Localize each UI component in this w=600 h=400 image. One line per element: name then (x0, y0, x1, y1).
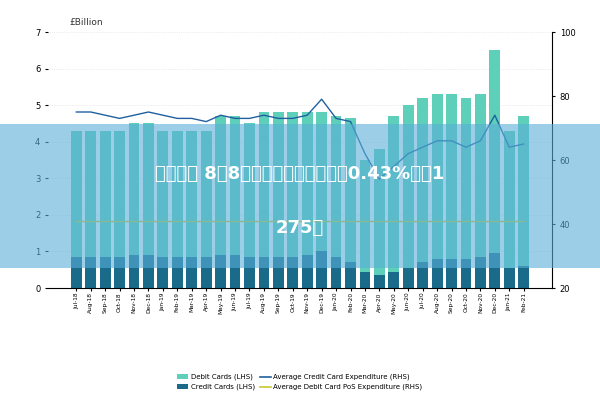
Bar (244, 124, 255, 257)
Bar (504, 268, 515, 288)
Bar (172, 131, 183, 257)
Bar (331, 257, 341, 288)
Bar (403, 105, 413, 268)
Bar (230, 255, 241, 288)
Bar (273, 112, 284, 257)
Bar (316, 112, 327, 252)
Bar (187, 257, 197, 288)
Bar (287, 112, 298, 257)
Bar (331, 116, 341, 257)
Bar (518, 116, 529, 266)
Bar (388, 272, 399, 288)
Bar (345, 262, 356, 288)
Bar (100, 257, 110, 288)
Bar (201, 131, 212, 257)
Bar (201, 257, 212, 288)
Bar (461, 259, 472, 288)
Bar (244, 257, 255, 288)
Bar (431, 259, 443, 288)
Bar (143, 255, 154, 288)
Bar (475, 257, 486, 288)
Bar (71, 257, 82, 288)
Bar (187, 131, 197, 257)
Bar (359, 272, 370, 288)
Bar (259, 257, 269, 288)
Bar (273, 257, 284, 288)
Bar (230, 116, 241, 255)
Bar (128, 124, 139, 255)
Bar (446, 259, 457, 288)
Bar (417, 98, 428, 262)
Text: 275元: 275元 (276, 219, 324, 237)
Bar (114, 131, 125, 257)
Bar (490, 253, 500, 288)
Bar (215, 255, 226, 288)
Bar (374, 149, 385, 275)
Bar (475, 94, 486, 257)
Bar (157, 257, 169, 288)
Bar (71, 131, 82, 257)
Bar (114, 257, 125, 288)
Bar (431, 94, 443, 259)
Bar (143, 124, 154, 255)
Text: £Billion: £Billion (69, 18, 103, 26)
Bar (128, 255, 139, 288)
Bar (446, 94, 457, 259)
Bar (287, 257, 298, 288)
Bar (302, 112, 313, 255)
Bar (504, 131, 515, 268)
Legend: Debit Cards (LHS), Credit Cards (LHS), Average Credit Card Expenditure (RHS), Av: Debit Cards (LHS), Credit Cards (LHS), A… (175, 372, 425, 392)
Bar (259, 112, 269, 257)
Bar (388, 116, 399, 272)
Bar (345, 118, 356, 262)
Bar (417, 262, 428, 288)
Bar (157, 131, 169, 257)
Bar (215, 116, 226, 255)
Bar (316, 252, 327, 288)
Bar (85, 131, 96, 257)
Bar (100, 131, 110, 257)
Bar (172, 257, 183, 288)
Bar (403, 268, 413, 288)
Bar (85, 257, 96, 288)
Bar (374, 275, 385, 288)
Bar (302, 255, 313, 288)
Bar (359, 160, 370, 272)
Bar (518, 266, 529, 288)
Bar (490, 50, 500, 253)
Text: 配资股是 8朎8日纤维板期货收盘下跌0.43%，报1: 配资股是 8朎8日纤维板期货收盘下跌0.43%，报1 (155, 166, 445, 183)
Bar (461, 98, 472, 259)
